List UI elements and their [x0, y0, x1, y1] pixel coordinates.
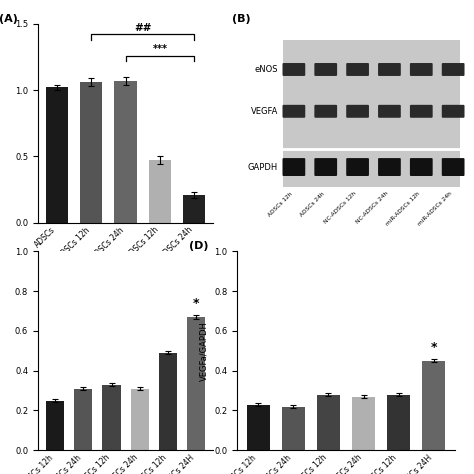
FancyBboxPatch shape	[442, 105, 465, 118]
Bar	[317, 394, 340, 450]
FancyBboxPatch shape	[314, 158, 337, 176]
FancyBboxPatch shape	[410, 63, 433, 76]
Text: ***: ***	[153, 44, 167, 54]
Bar	[130, 389, 149, 450]
FancyBboxPatch shape	[346, 105, 369, 118]
FancyBboxPatch shape	[378, 105, 401, 118]
FancyBboxPatch shape	[410, 105, 433, 118]
FancyBboxPatch shape	[314, 105, 337, 118]
Text: (D): (D)	[189, 241, 209, 251]
Text: ADSCs 12h: ADSCs 12h	[267, 191, 294, 218]
FancyBboxPatch shape	[410, 158, 433, 176]
Text: GAPDH: GAPDH	[248, 163, 278, 172]
FancyBboxPatch shape	[346, 158, 369, 176]
Text: (A): (A)	[0, 14, 18, 24]
Text: *: *	[430, 341, 437, 354]
FancyBboxPatch shape	[346, 63, 369, 76]
Bar	[422, 361, 445, 450]
Bar	[352, 397, 375, 450]
Text: VEGFA: VEGFA	[251, 107, 278, 116]
Bar	[247, 404, 270, 450]
Text: ADSCs 24h: ADSCs 24h	[299, 191, 326, 218]
Bar	[102, 384, 121, 450]
Text: miR-ADSCs 24h: miR-ADSCs 24h	[417, 191, 453, 227]
Text: *: *	[193, 297, 200, 310]
Bar	[387, 394, 410, 450]
FancyBboxPatch shape	[378, 63, 401, 76]
Text: ##: ##	[134, 23, 152, 33]
Y-axis label: VEGFa/GAPDH: VEGFa/GAPDH	[200, 321, 209, 381]
Bar	[183, 195, 205, 223]
FancyBboxPatch shape	[283, 40, 460, 187]
Bar	[187, 317, 205, 450]
Bar	[46, 87, 68, 223]
FancyBboxPatch shape	[314, 63, 337, 76]
Bar	[149, 160, 171, 223]
Bar	[80, 82, 102, 223]
Bar	[74, 389, 92, 450]
FancyBboxPatch shape	[442, 63, 465, 76]
Bar	[159, 353, 177, 450]
Text: (B): (B)	[232, 14, 251, 24]
FancyBboxPatch shape	[378, 158, 401, 176]
Bar	[282, 407, 305, 450]
Text: eNOS: eNOS	[255, 65, 278, 74]
Text: miR-ADSCs 12h: miR-ADSCs 12h	[385, 191, 421, 227]
Bar	[46, 401, 64, 450]
FancyBboxPatch shape	[283, 158, 305, 176]
Bar	[114, 81, 137, 223]
FancyBboxPatch shape	[283, 63, 305, 76]
Text: NC-ADSCs 24h: NC-ADSCs 24h	[356, 191, 390, 225]
FancyBboxPatch shape	[442, 158, 465, 176]
Text: NC-ADSCs 12h: NC-ADSCs 12h	[324, 191, 357, 225]
FancyBboxPatch shape	[283, 105, 305, 118]
